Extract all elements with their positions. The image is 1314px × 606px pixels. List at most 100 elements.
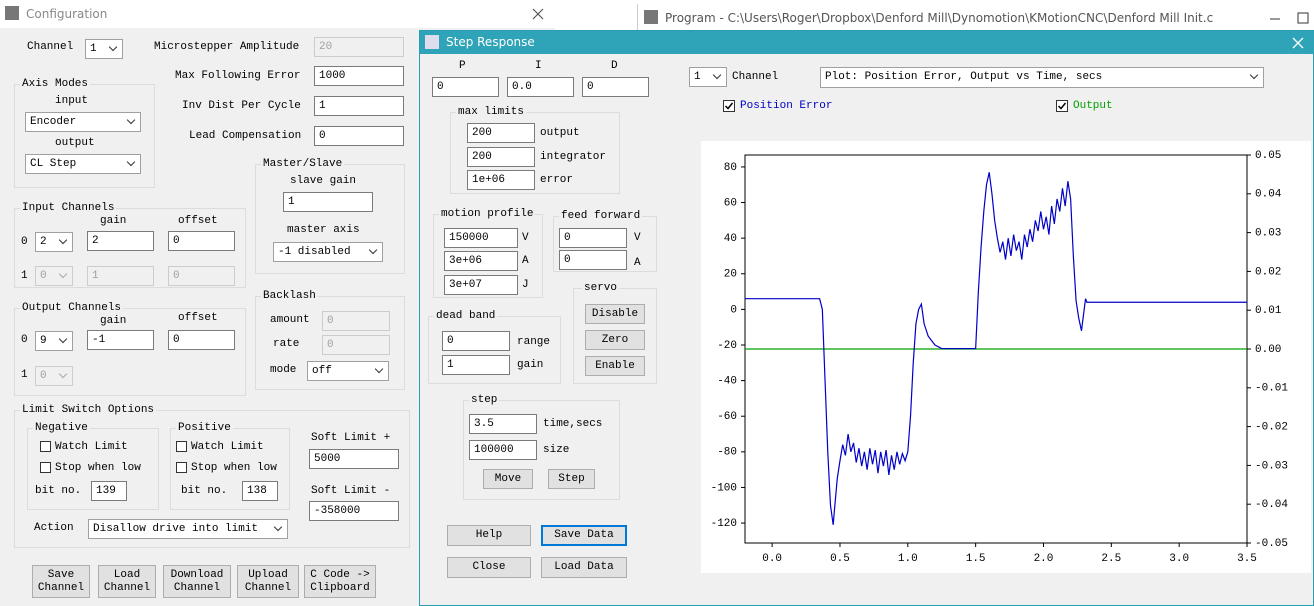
- text-input[interactable]: 200: [467, 123, 535, 143]
- x-tick-label: 1.0: [898, 553, 918, 565]
- text-input[interactable]: 0: [168, 231, 235, 251]
- y2-tick-label: 0.04: [1255, 189, 1282, 201]
- group-title: feed forward: [559, 209, 642, 223]
- text-input[interactable]: 200: [467, 147, 535, 167]
- text-input[interactable]: 0: [582, 77, 649, 97]
- checkbox[interactable]: [40, 462, 51, 473]
- close-button[interactable]: [532, 8, 544, 20]
- text-input[interactable]: 1e+06: [467, 170, 535, 190]
- button[interactable]: Disable: [585, 304, 645, 324]
- text-input[interactable]: 0: [314, 126, 404, 146]
- checkbox[interactable]: [40, 441, 51, 452]
- checkbox[interactable]: [176, 462, 187, 473]
- text-input[interactable]: 3e+06: [444, 251, 518, 271]
- label: Watch Limit: [191, 440, 264, 454]
- text-input[interactable]: 0: [168, 330, 235, 350]
- dropdown[interactable]: 2: [35, 232, 73, 252]
- text-input[interactable]: -358000: [309, 501, 399, 521]
- text-input[interactable]: -1: [87, 330, 154, 350]
- group-title: dead band: [434, 309, 497, 323]
- label: 0: [21, 333, 28, 347]
- text-input[interactable]: 0: [442, 331, 510, 351]
- label: offset: [178, 311, 218, 325]
- group-title: servo: [582, 281, 619, 295]
- label: amount: [270, 313, 310, 327]
- close-button[interactable]: [1292, 37, 1304, 49]
- dropdown[interactable]: 1: [85, 39, 123, 59]
- dropdown[interactable]: Plot: Position Error, Output vs Time, se…: [820, 67, 1264, 88]
- text-input[interactable]: 100000: [469, 440, 537, 460]
- y-tick-label: -100: [711, 482, 737, 494]
- button[interactable]: C Code -> Clipboard: [304, 565, 376, 598]
- group-title: Axis Modes: [20, 77, 90, 91]
- label: bit no.: [35, 484, 81, 498]
- y-tick-label: 60: [724, 197, 737, 209]
- text-input[interactable]: 1: [314, 96, 404, 116]
- x-tick-label: 2.5: [1101, 553, 1121, 565]
- button[interactable]: Move: [483, 469, 533, 489]
- checkbox[interactable]: [176, 441, 187, 452]
- text-input[interactable]: 0: [432, 77, 499, 97]
- label: P: [459, 59, 466, 73]
- text-input[interactable]: 3.5: [469, 414, 537, 434]
- text-input[interactable]: 0: [559, 228, 627, 248]
- window-controls[interactable]: [1268, 12, 1312, 24]
- text-input: 0: [322, 311, 390, 331]
- text-input[interactable]: 1: [442, 355, 510, 375]
- dropdown[interactable]: -1 disabled: [273, 242, 383, 262]
- text-input[interactable]: 0.0: [507, 77, 574, 97]
- text-input: 20: [314, 37, 404, 57]
- text-input[interactable]: 1000: [314, 66, 404, 86]
- label: error: [540, 173, 573, 187]
- y-tick-label: 80: [724, 162, 737, 174]
- button[interactable]: Upload Channel: [237, 565, 299, 598]
- text-input: 0: [168, 266, 235, 286]
- label: gain: [517, 358, 543, 372]
- text-input[interactable]: 138: [242, 481, 278, 501]
- dropdown[interactable]: 1: [689, 67, 727, 87]
- text-input[interactable]: 3e+07: [444, 275, 518, 295]
- legend-label: Position Error: [740, 99, 832, 113]
- x-tick-label: 3.0: [1169, 553, 1189, 565]
- text-input[interactable]: 0: [559, 250, 627, 270]
- button[interactable]: Step: [548, 469, 595, 489]
- label: input: [55, 94, 88, 108]
- text-input[interactable]: 150000: [444, 228, 518, 248]
- label: Lead Compensation: [189, 129, 301, 143]
- button[interactable]: Zero: [585, 330, 645, 350]
- dropdown[interactable]: CL Step: [25, 154, 141, 174]
- y2-tick-label: -0.02: [1255, 422, 1288, 434]
- label: range: [517, 335, 550, 349]
- button[interactable]: Close: [447, 557, 531, 578]
- label: V: [522, 231, 529, 245]
- program-window: Program - C:\Users\Roger\Dropbox\Denford…: [637, 4, 1314, 30]
- y-tick-label: -60: [717, 411, 737, 423]
- button[interactable]: Load Data: [541, 557, 627, 578]
- legend-checkbox[interactable]: [723, 100, 735, 112]
- button[interactable]: Load Channel: [98, 565, 156, 598]
- label: Channel: [27, 40, 73, 54]
- button[interactable]: Enable: [585, 356, 645, 376]
- y-tick-label: 0: [730, 304, 737, 316]
- button[interactable]: Save Data: [541, 525, 627, 546]
- app-icon: [644, 10, 658, 24]
- text-input[interactable]: 139: [91, 481, 127, 501]
- text-input: 0: [322, 335, 390, 355]
- dropdown[interactable]: off: [307, 361, 389, 381]
- text-input[interactable]: 1: [283, 192, 373, 212]
- label: Channel: [732, 70, 778, 84]
- text-input: 1: [87, 266, 154, 286]
- button[interactable]: Save Channel: [32, 565, 90, 598]
- dropdown[interactable]: 9: [35, 331, 73, 351]
- dropdown[interactable]: Disallow drive into limit: [88, 519, 288, 539]
- y-tick-label: -40: [717, 376, 737, 388]
- text-input[interactable]: 5000: [309, 449, 399, 469]
- text-input[interactable]: 2: [87, 231, 154, 251]
- button[interactable]: Help: [447, 525, 531, 546]
- button[interactable]: Download Channel: [163, 565, 231, 598]
- dropdown[interactable]: Encoder: [25, 112, 141, 132]
- legend-checkbox[interactable]: [1056, 100, 1068, 112]
- group-title: Input Channels: [20, 201, 116, 215]
- label: output: [55, 136, 95, 150]
